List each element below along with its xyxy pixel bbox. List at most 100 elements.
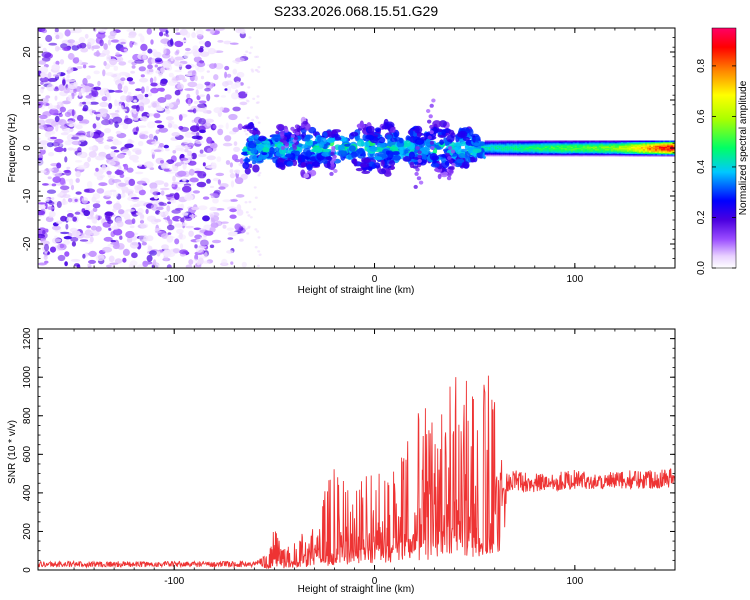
signal-blob [462,136,470,142]
x-tick-label: -100 [164,576,184,587]
ridge-cell [536,141,539,144]
noise-blob [184,148,189,153]
ridge-cell [612,150,616,152]
noise-blob [168,80,177,86]
noise-blob [157,97,166,102]
ridge-cell [651,140,654,143]
ridge-cell [602,144,606,146]
ridge-cell [665,146,668,149]
ridge-cell [552,146,555,149]
ridge-cell [522,152,525,155]
noise-blob [206,93,211,102]
noise-blob [129,225,135,229]
noise-blob [87,38,96,46]
ridge-cell [673,141,675,144]
noise-blob [209,82,214,88]
noise-blob [247,214,251,217]
ridge-cell [590,141,594,144]
ridge-cell [584,152,588,155]
noise-blob [106,200,113,205]
ridge-cell [634,154,638,157]
ridge-cell [667,148,670,151]
noise-blob [87,156,91,163]
ridge-cell [620,146,624,149]
ridge-cell [661,144,664,146]
noise-blob [186,93,191,99]
ridge-cell [671,154,674,157]
noise-blob [198,40,206,45]
ridge-cell [598,152,602,155]
noise-blob [54,138,64,144]
ridge-cell [556,154,559,157]
ridge-cell [532,148,535,151]
ridge-cell [657,141,660,144]
ridge-cell [604,154,608,157]
ridge-cell [626,145,630,147]
ridge-cell [554,148,557,151]
ridge-cell [504,141,507,144]
noise-blob [173,165,179,172]
noise-blob [125,209,136,212]
ridge-cell [626,151,630,153]
noise-blob [38,157,43,161]
ridge-cell [502,146,505,149]
ridge-cell [506,148,509,151]
signal-blob [247,140,257,149]
noise-blob [226,86,232,94]
ridge-cell [604,144,608,146]
noise-blob [95,200,101,204]
ridge-cell [512,145,515,147]
ridge-cell [538,154,541,157]
signal-blob [409,161,415,168]
ridge-cell [667,153,670,156]
noise-blob [192,108,197,114]
noise-blob [184,88,195,91]
noise-blob [45,103,50,106]
ridge-cell [572,144,575,146]
noise-blob [39,76,50,83]
ridge-cell [494,147,497,150]
ridge-cell [490,152,493,155]
signal-blob [280,146,286,150]
ridge-cell [548,146,551,149]
ridge-cell [665,141,668,144]
noise-blob [229,173,236,179]
noise-blob [51,225,61,231]
noise-blob [179,181,187,185]
ridge-cell [647,144,650,146]
ridge-cell [570,147,573,150]
ridge-cell [538,142,541,145]
ridge-cell [510,140,513,143]
ridge-cell [538,147,541,150]
ridge-cell [560,154,563,157]
noise-blob [74,211,81,215]
ridge-cell [624,153,628,156]
noise-blob [158,127,169,133]
ridge-cell [556,152,559,155]
ridge-cell [592,150,596,152]
noise-blob [151,141,161,145]
noise-blob [98,182,108,187]
ridge-cell [512,147,515,150]
noise-blob [38,114,48,120]
ridge-cell [671,144,674,146]
ridge-cell [594,142,598,145]
ridge-cell [556,140,559,143]
ridge-cell [653,148,656,151]
noise-blob [65,223,69,230]
ridge-cell [588,141,592,144]
ridge-cell [624,151,628,153]
ridge-cell [608,141,612,144]
noise-blob [155,70,161,74]
noise-blob [226,250,234,254]
noise-blob [92,203,101,209]
noise-blob [230,261,234,265]
spectrogram [38,28,675,268]
ridge-cell [665,154,668,157]
noise-blob [222,199,231,203]
noise-blob [258,171,262,175]
ridge-cell [636,153,640,156]
ridge-cell [532,145,535,147]
ridge-cell [584,142,588,145]
ridge-cell [506,152,509,155]
